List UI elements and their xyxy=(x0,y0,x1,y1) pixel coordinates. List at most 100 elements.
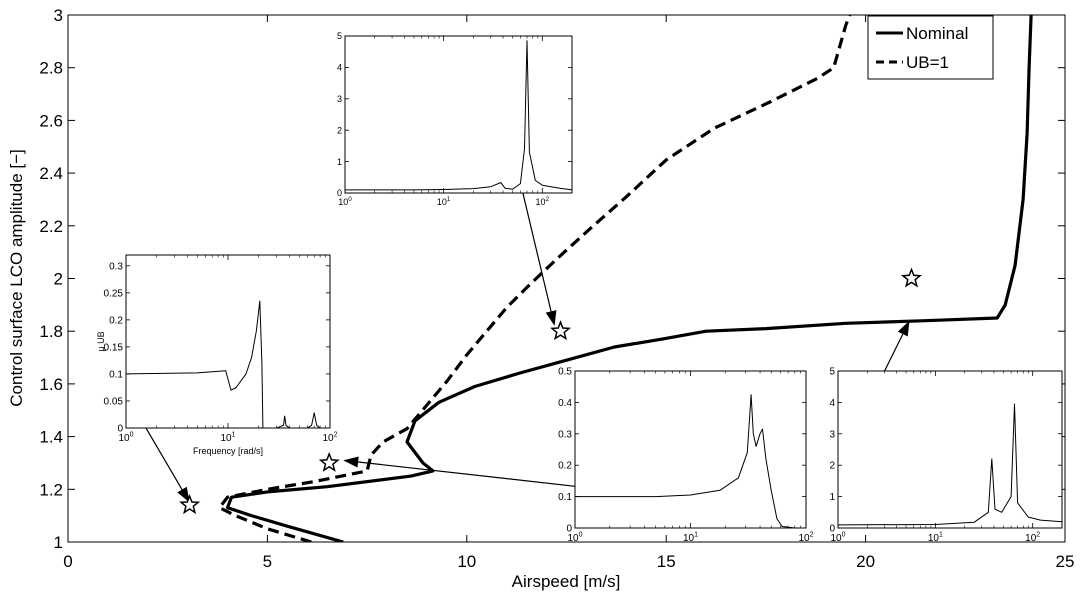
inset-y-tick-label: 0.15 xyxy=(104,342,124,353)
inset-y-tick-label: 3 xyxy=(337,94,342,104)
inset-x-tick-exponent: 1 xyxy=(232,432,236,439)
inset-y-tick-label: 0.3 xyxy=(109,261,123,272)
inset-x-tick-exponent: 0 xyxy=(130,432,134,439)
inset-y-tick-label: 2 xyxy=(829,461,835,472)
y-tick-label: 1.8 xyxy=(39,322,63,341)
y-tick-label: 1.6 xyxy=(39,375,63,394)
y-axis-label: Control surface LCO amplitude [−] xyxy=(7,149,26,406)
inset-y-axis-label: μ UB xyxy=(96,331,106,351)
inset-y-tick-label: 1 xyxy=(829,492,835,503)
x-tick-label: 20 xyxy=(856,552,875,571)
inset-y-tick-label: 3 xyxy=(829,429,835,440)
y-tick-label: 1.4 xyxy=(39,428,63,447)
inset-frame xyxy=(837,370,1063,529)
star-marker xyxy=(550,320,572,341)
legend-box xyxy=(867,15,994,80)
inset-y-tick-label: 0.05 xyxy=(104,396,124,407)
inset-x-tick-exponent: 1 xyxy=(694,532,698,539)
inset-x-tick-exponent: 0 xyxy=(579,532,583,539)
annotation-arrows xyxy=(127,183,910,503)
y-tick-label: 2.8 xyxy=(39,59,63,78)
inset-x-tick-label: 100 xyxy=(118,432,133,445)
inset-x-tick-exponent: 0 xyxy=(842,532,846,539)
inset-y-tick-label: 5 xyxy=(829,367,835,378)
inset-y-tick-label: 4 xyxy=(829,398,835,409)
inset-x-tick-exponent: 2 xyxy=(810,532,814,539)
star-markers xyxy=(179,267,922,515)
inset-y-tick-label: 0.1 xyxy=(558,492,572,503)
inset-y-tick-label: 0.2 xyxy=(558,461,572,472)
x-tick-label: 5 xyxy=(263,552,272,571)
annotation-arrow-head xyxy=(545,310,557,326)
inset-y-tick-label: 0.5 xyxy=(558,367,572,378)
x-axis-label: Airspeed [m/s] xyxy=(512,572,621,591)
inset-curve xyxy=(575,394,806,528)
inset-curve xyxy=(838,403,1062,526)
y-tick-label: 1.2 xyxy=(39,480,63,499)
inset-y-tick-label: 0.2 xyxy=(109,315,123,326)
inset-x-tick-label: 101 xyxy=(437,196,451,207)
x-tick-label: 15 xyxy=(657,552,676,571)
inset-x-tick-label: 102 xyxy=(536,196,550,207)
annotation-arrow-head xyxy=(177,486,190,503)
y-tick-label: 2.6 xyxy=(39,111,63,130)
x-tick-label: 10 xyxy=(457,552,476,571)
annotation-arrow-head xyxy=(897,320,910,337)
inset-y-tick-label: 0 xyxy=(829,524,835,535)
inset-y-tick-label: 0.3 xyxy=(558,429,572,440)
inset-x-axis-label: Frequency [rad/s] xyxy=(193,446,263,456)
inset-x-tick-exponent: 2 xyxy=(1036,532,1040,539)
inset-x-tick-exponent: 2 xyxy=(334,432,338,439)
y-tick-label: 1 xyxy=(54,533,63,552)
y-tick-label: 2.2 xyxy=(39,217,63,236)
legend-label-nominal: Nominal xyxy=(906,24,968,43)
main-y-axis: 1 1.2 1.4 1.6 1.8 2 2.2 2.4 2.6 2.8 3 xyxy=(39,6,1065,552)
main-plot: 0 5 10 15 20 25 11.21.41.61.822.22.42.62.83 A… xyxy=(7,6,1074,591)
star-marker xyxy=(179,494,201,515)
inset-y-tick-label: 4 xyxy=(337,63,342,73)
x-tick-label: 25 xyxy=(1056,552,1075,571)
y-tick-label: 2.4 xyxy=(39,164,63,183)
inset-y-tick-label: 0 xyxy=(566,524,572,535)
inset-x-tick-label: 100 xyxy=(338,196,352,207)
inset-curve xyxy=(345,40,572,191)
x-tick-label: 0 xyxy=(63,552,72,571)
inset-x-tick-label: 102 xyxy=(322,432,337,445)
y-tick-label: 3 xyxy=(54,6,63,25)
legend-label-ub1: UB=1 xyxy=(906,53,949,72)
inset-y-tick-label: 1 xyxy=(337,157,342,167)
inset-x-tick-exponent: 1 xyxy=(447,196,451,203)
inset-x-tick-exponent: 0 xyxy=(348,196,352,203)
annotation-arrow-head xyxy=(343,456,359,468)
inset-frame xyxy=(574,370,807,529)
inset-y-tick-label: 0.25 xyxy=(104,288,124,299)
star-marker xyxy=(900,267,922,288)
inset-y-tick-label: 2 xyxy=(337,125,342,135)
legend: Nominal UB=1 xyxy=(867,15,994,80)
series-line-nominal xyxy=(225,15,1033,542)
inset-y-tick-label: 0 xyxy=(117,424,123,435)
star-marker xyxy=(318,451,340,472)
inset-y-tick-label: 0.1 xyxy=(109,369,123,380)
annotation-arrow-line xyxy=(520,183,552,312)
inset-x-tick-exponent: 2 xyxy=(546,196,550,203)
main-series-group xyxy=(217,15,1033,542)
inset-x-tick-label: 101 xyxy=(220,432,235,445)
inset-frame xyxy=(125,254,331,429)
series-line-ub-1 xyxy=(217,15,852,542)
inset-curve xyxy=(126,300,330,428)
annotation-arrow-line xyxy=(358,461,579,488)
inset-x-tick-exponent: 1 xyxy=(939,532,943,539)
y-tick-label: 2 xyxy=(54,270,63,289)
inset-y-tick-label: 5 xyxy=(337,31,342,41)
inset-y-tick-label: 0 xyxy=(337,188,342,198)
main-x-axis: 0 5 10 15 20 25 xyxy=(63,15,1074,571)
inset-y-tick-label: 0.4 xyxy=(558,398,572,409)
inset-frame xyxy=(344,35,573,194)
